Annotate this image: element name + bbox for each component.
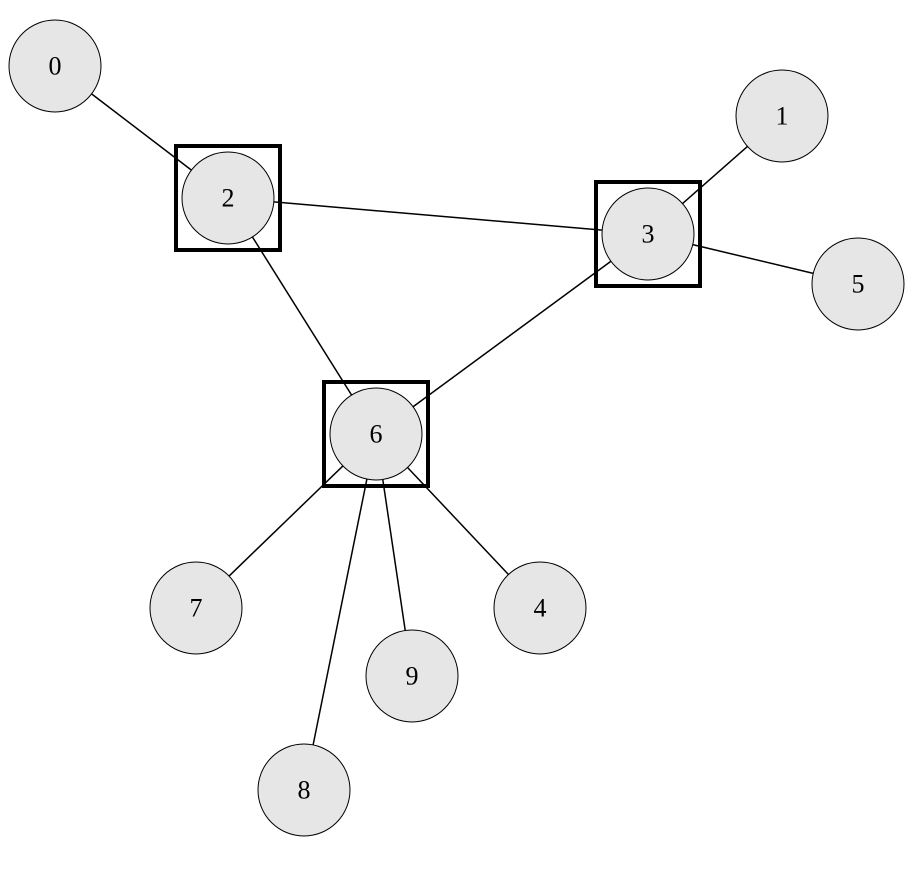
node-label: 8 [298, 776, 311, 805]
graph-node: 9 [366, 630, 458, 722]
graph-node: 1 [736, 70, 828, 162]
graph-node: 5 [812, 238, 904, 330]
node-label: 9 [406, 662, 419, 691]
graph-node: 8 [258, 744, 350, 836]
edge [683, 146, 748, 203]
graph-node: 2 [182, 152, 274, 244]
node-label: 3 [642, 220, 655, 249]
edge [408, 467, 509, 574]
node-label: 5 [852, 270, 865, 299]
graph-node: 7 [150, 562, 242, 654]
node-label: 7 [190, 594, 203, 623]
edge [693, 245, 814, 274]
graph-node: 0 [9, 20, 101, 112]
edge [274, 202, 602, 230]
node-label: 4 [534, 594, 547, 623]
graph-node: 3 [602, 188, 694, 280]
node-label: 6 [370, 420, 383, 449]
node-label: 0 [49, 52, 62, 81]
node-layer: 0 1 2 3 4 5 6 7 8 9 [9, 20, 904, 836]
node-label: 1 [776, 102, 789, 131]
graph-node: 4 [494, 562, 586, 654]
edge [383, 479, 405, 630]
graph-node: 6 [330, 388, 422, 480]
edge [413, 261, 611, 407]
edge [313, 479, 367, 745]
graph-canvas: 0 1 2 3 4 5 6 7 8 9 [0, 0, 917, 869]
edge [252, 237, 351, 395]
node-label: 2 [222, 184, 235, 213]
